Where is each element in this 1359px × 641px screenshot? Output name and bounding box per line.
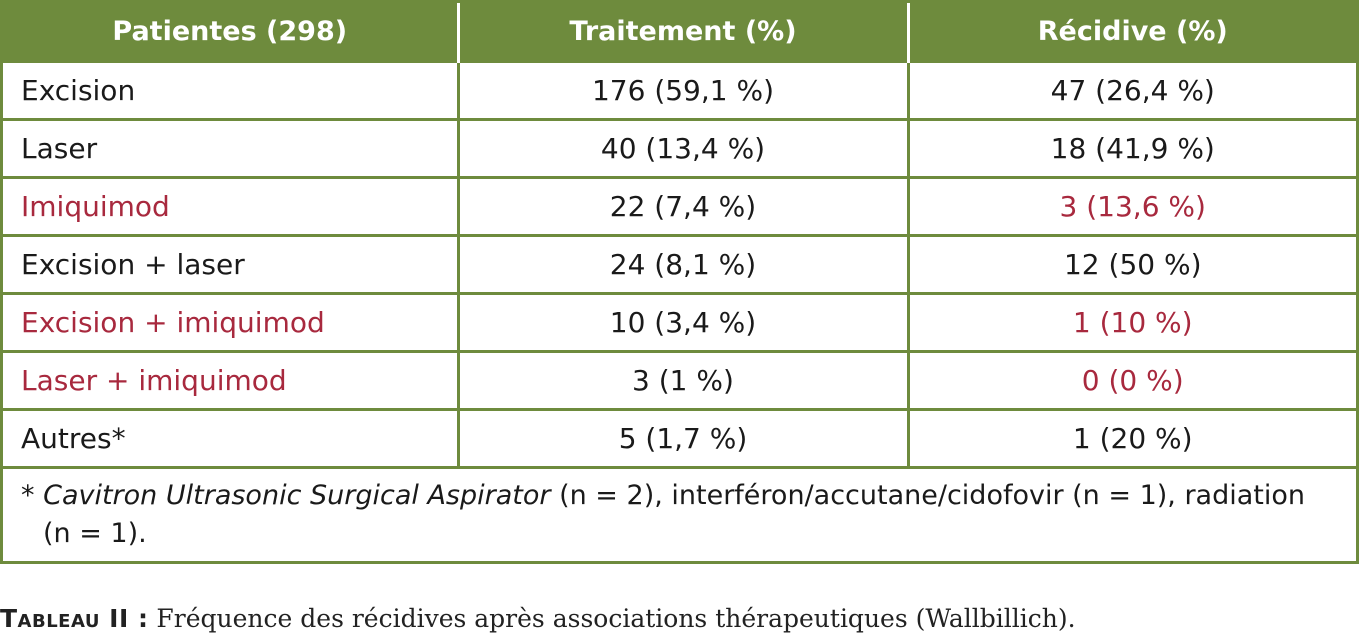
row-recurrence: 1 (10 %) — [906, 291, 1356, 351]
row-label: Laser — [3, 117, 458, 177]
row-recurrence: 1 (20 %) — [906, 407, 1356, 467]
row-recurrence: 0 (0 %) — [906, 349, 1356, 409]
row-label: Excision + laser — [3, 233, 458, 293]
footnote-italic: Cavitron Ultrasonic Surgical Aspirator — [43, 479, 551, 511]
row-recurrence: 3 (13,6 %) — [906, 175, 1356, 235]
row-recurrence: 47 (26,4 %) — [906, 59, 1356, 119]
footnote-marker: * — [21, 479, 44, 511]
row-treatment: 10 (3,4 %) — [456, 291, 908, 351]
row-label: Excision — [3, 59, 458, 119]
table-row: Autres* 5 (1,7 %) 1 (20 %) — [3, 407, 1356, 467]
row-treatment: 3 (1 %) — [456, 349, 908, 409]
data-table-frame: Patientes (298) Traitement (%) Récidive … — [0, 0, 1359, 584]
table-row: Laser 40 (13,4 %) 18 (41,9 %) — [3, 117, 1356, 177]
header-patients: Patientes (298) — [112, 15, 348, 47]
header-treatment: Traitement (%) — [456, 3, 908, 61]
footnote-text: * Cavitron Ultrasonic Surgical Aspirator… — [21, 477, 1338, 553]
row-recurrence: 12 (50 %) — [906, 233, 1356, 293]
row-treatment: 40 (13,4 %) — [456, 117, 908, 177]
row-recurrence: 18 (41,9 %) — [906, 117, 1356, 177]
table-row: Excision + imiquimod 10 (3,4 %) 1 (10 %) — [3, 291, 1356, 351]
table-row: Imiquimod 22 (7,4 %) 3 (13,6 %) — [3, 175, 1356, 235]
row-label: Imiquimod — [3, 175, 458, 235]
row-label: Excision + imiquimod — [3, 291, 458, 351]
row-label: Laser + imiquimod — [3, 349, 458, 409]
table-row: Laser + imiquimod 3 (1 %) 0 (0 %) — [3, 349, 1356, 409]
table-header-row: Patientes (298) Traitement (%) Récidive … — [3, 3, 1356, 61]
footnote-cell: * Cavitron Ultrasonic Surgical Aspirator… — [3, 465, 1356, 584]
table-caption: Tableau II : Fréquence des récidives apr… — [0, 604, 1076, 633]
row-treatment: 5 (1,7 %) — [456, 407, 908, 467]
footnote-row: * Cavitron Ultrasonic Surgical Aspirator… — [3, 465, 1356, 584]
caption-text: Fréquence des récidives après associatio… — [148, 604, 1076, 633]
recurrence-table: Patientes (298) Traitement (%) Récidive … — [3, 3, 1356, 584]
caption-label: Tableau II : — [0, 604, 149, 633]
table-row: Excision + laser 24 (8,1 %) 12 (50 %) — [3, 233, 1356, 293]
header-recurrence: Récidive (%) — [906, 3, 1356, 61]
row-label: Autres* — [3, 407, 458, 467]
table-row: Excision 176 (59,1 %) 47 (26,4 %) — [3, 59, 1356, 119]
row-treatment: 176 (59,1 %) — [456, 59, 908, 119]
row-treatment: 22 (7,4 %) — [456, 175, 908, 235]
footnote-rest: (n = 2), interféron/accutane/cidofovir (… — [43, 479, 1306, 549]
row-treatment: 24 (8,1 %) — [456, 233, 908, 293]
